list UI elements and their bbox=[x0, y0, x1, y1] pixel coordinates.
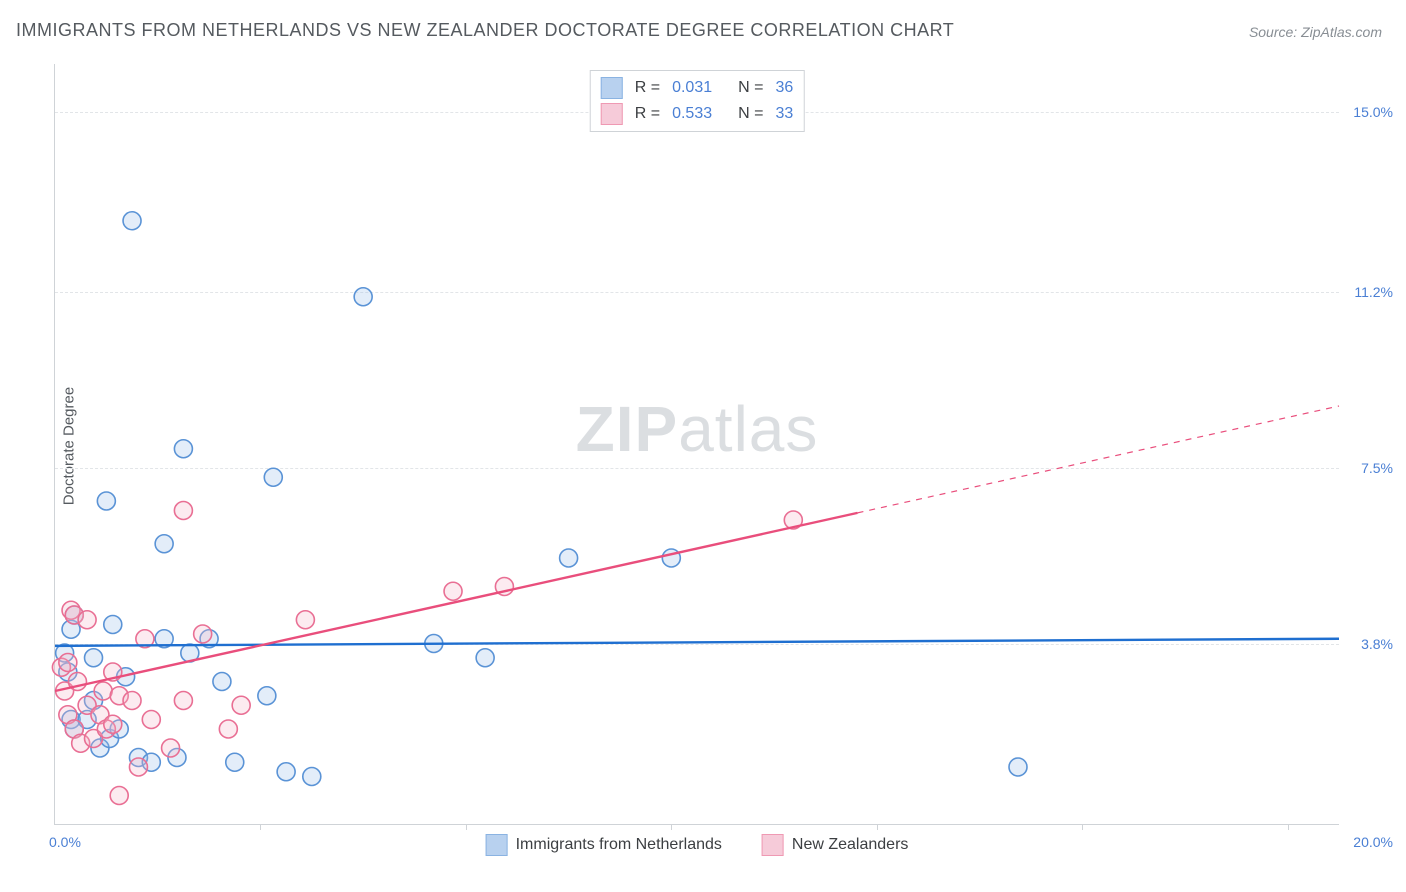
x-tick bbox=[260, 824, 261, 830]
y-tick-label: 3.8% bbox=[1343, 636, 1393, 652]
data-point-newzealand bbox=[78, 611, 96, 629]
data-point-newzealand bbox=[162, 739, 180, 757]
data-point-netherlands bbox=[354, 288, 372, 306]
x-tick bbox=[466, 824, 467, 830]
data-point-newzealand bbox=[174, 692, 192, 710]
regression-line-newzealand bbox=[55, 513, 858, 691]
plot-area: ZIPatlas 3.8%7.5%11.2%15.0% R =0.031N =3… bbox=[54, 64, 1339, 825]
legend-item-netherlands: Immigrants from Netherlands bbox=[486, 834, 722, 856]
data-point-newzealand bbox=[444, 582, 462, 600]
data-point-netherlands bbox=[97, 492, 115, 510]
data-point-netherlands bbox=[264, 468, 282, 486]
y-tick-label: 7.5% bbox=[1343, 460, 1393, 476]
data-point-netherlands bbox=[226, 753, 244, 771]
source-attribution: Source: ZipAtlas.com bbox=[1249, 24, 1382, 40]
data-point-netherlands bbox=[303, 768, 321, 786]
data-point-newzealand bbox=[59, 654, 77, 672]
data-point-newzealand bbox=[194, 625, 212, 643]
data-point-newzealand bbox=[104, 715, 122, 733]
x-tick bbox=[1082, 824, 1083, 830]
data-point-netherlands bbox=[104, 616, 122, 634]
x-axis-min-label: 0.0% bbox=[49, 834, 81, 850]
data-point-netherlands bbox=[1009, 758, 1027, 776]
data-point-newzealand bbox=[123, 692, 141, 710]
legend-r-value: 0.031 bbox=[672, 79, 712, 97]
data-point-newzealand bbox=[219, 720, 237, 738]
legend-r-label: R = bbox=[635, 105, 660, 123]
x-tick bbox=[877, 824, 878, 830]
chart-title: IMMIGRANTS FROM NETHERLANDS VS NEW ZEALA… bbox=[16, 20, 954, 41]
data-point-newzealand bbox=[129, 758, 147, 776]
data-point-newzealand bbox=[174, 502, 192, 520]
y-tick-label: 15.0% bbox=[1343, 104, 1393, 120]
legend-swatch-netherlands bbox=[601, 77, 623, 99]
legend-swatch-newzealand bbox=[601, 103, 623, 125]
legend-r-label: R = bbox=[635, 79, 660, 97]
legend-series: Immigrants from Netherlands New Zealander… bbox=[486, 834, 909, 856]
data-point-netherlands bbox=[258, 687, 276, 705]
data-point-netherlands bbox=[174, 440, 192, 458]
data-point-newzealand bbox=[110, 787, 128, 805]
legend-stats: R = 0.031 N = 36 R = 0.533 N = 33 bbox=[590, 70, 805, 132]
chart-svg bbox=[55, 64, 1339, 824]
data-point-newzealand bbox=[94, 682, 112, 700]
data-point-netherlands bbox=[85, 649, 103, 667]
legend-stat-row-netherlands: R = 0.031 N = 36 bbox=[601, 75, 794, 101]
legend-swatch-netherlands bbox=[486, 834, 508, 856]
data-point-netherlands bbox=[123, 212, 141, 230]
legend-label: Immigrants from Netherlands bbox=[516, 836, 722, 854]
data-point-newzealand bbox=[232, 696, 250, 714]
y-tick-label: 11.2% bbox=[1343, 284, 1393, 300]
data-point-newzealand bbox=[142, 711, 160, 729]
legend-n-label: N = bbox=[738, 105, 763, 123]
legend-n-value: 36 bbox=[775, 79, 793, 97]
x-axis-max-label: 20.0% bbox=[1353, 834, 1393, 850]
legend-r-value: 0.533 bbox=[672, 105, 712, 123]
data-point-netherlands bbox=[476, 649, 494, 667]
legend-n-label: N = bbox=[738, 79, 763, 97]
x-tick bbox=[1288, 824, 1289, 830]
x-tick bbox=[671, 824, 672, 830]
data-point-netherlands bbox=[560, 549, 578, 567]
data-point-netherlands bbox=[213, 673, 231, 691]
legend-label: New Zealanders bbox=[792, 836, 909, 854]
regression-line-extrapolated-newzealand bbox=[858, 406, 1340, 513]
data-point-netherlands bbox=[277, 763, 295, 781]
legend-stat-row-newzealand: R = 0.533 N = 33 bbox=[601, 101, 794, 127]
data-point-newzealand bbox=[296, 611, 314, 629]
regression-line-netherlands bbox=[55, 639, 1339, 646]
data-point-netherlands bbox=[155, 535, 173, 553]
legend-n-value: 33 bbox=[775, 105, 793, 123]
legend-item-newzealand: New Zealanders bbox=[762, 834, 909, 856]
legend-swatch-newzealand bbox=[762, 834, 784, 856]
